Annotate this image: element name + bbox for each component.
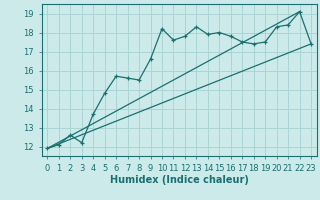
X-axis label: Humidex (Indice chaleur): Humidex (Indice chaleur): [110, 175, 249, 185]
